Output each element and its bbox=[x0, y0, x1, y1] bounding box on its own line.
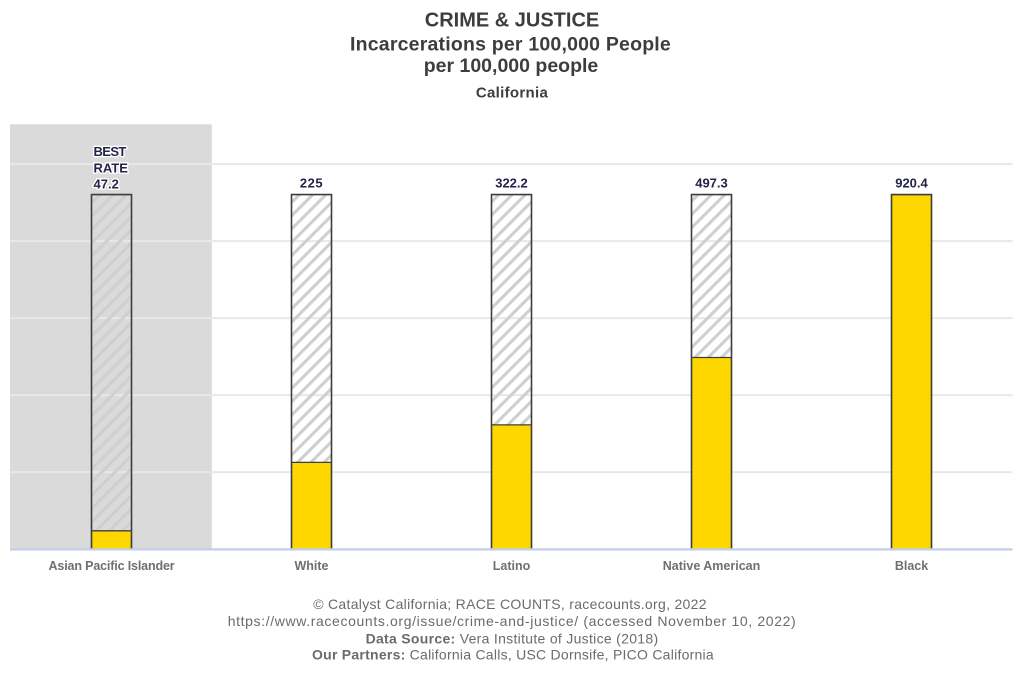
svg-text:Black: Black bbox=[895, 559, 928, 573]
svg-text:© Catalyst California; RACE CO: © Catalyst California; RACE COUNTS, race… bbox=[313, 596, 707, 612]
svg-text:BEST: BEST bbox=[94, 144, 127, 159]
svg-text:225: 225 bbox=[300, 176, 323, 191]
svg-text:White: White bbox=[294, 559, 328, 573]
svg-text:https://www.racecounts.org/iss: https://www.racecounts.org/issue/crime-a… bbox=[228, 613, 797, 629]
svg-text:Data Source: Vera Institute of: Data Source: Vera Institute of Justice (… bbox=[366, 630, 659, 646]
svg-text:322.2: 322.2 bbox=[495, 176, 528, 191]
svg-text:920.4: 920.4 bbox=[895, 176, 928, 191]
svg-text:47.2: 47.2 bbox=[94, 176, 119, 191]
svg-text:CRIME & JUSTICE: CRIME & JUSTICE bbox=[425, 9, 599, 31]
svg-text:497.3: 497.3 bbox=[695, 176, 728, 191]
svg-text:Incarcerations per 100,000 Peo: Incarcerations per 100,000 People bbox=[350, 34, 671, 56]
svg-text:Our Partners: California Calls: Our Partners: California Calls, USC Dorn… bbox=[312, 646, 714, 662]
svg-text:Latino: Latino bbox=[493, 559, 531, 573]
svg-text:per 100,000 people: per 100,000 people bbox=[424, 55, 599, 77]
svg-text:Native American: Native American bbox=[663, 559, 761, 573]
svg-text:RATE: RATE bbox=[94, 160, 129, 175]
svg-text:Asian Pacific Islander: Asian Pacific Islander bbox=[49, 559, 175, 573]
svg-text:California: California bbox=[476, 85, 549, 102]
